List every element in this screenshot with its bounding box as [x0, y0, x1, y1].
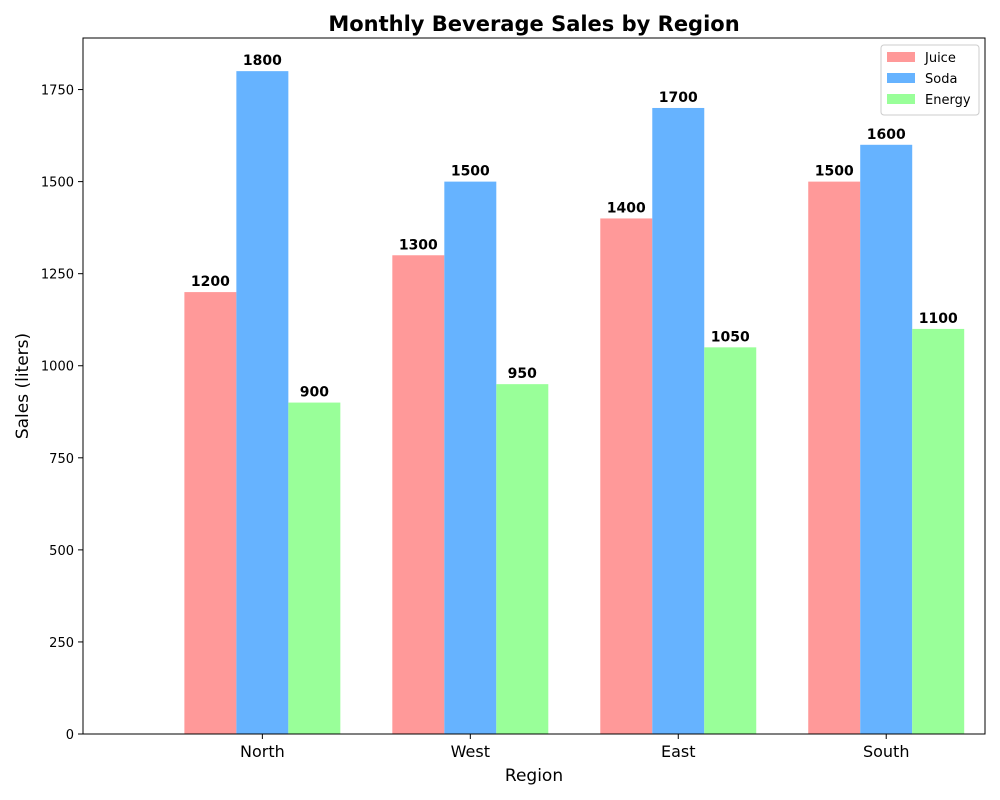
x-tick-label: South: [863, 742, 910, 761]
bar-soda-west: [444, 181, 497, 735]
data-label: 1100: [919, 311, 958, 327]
x-tick-label: East: [661, 742, 696, 761]
legend-label: Juice: [924, 51, 956, 66]
data-label: 1300: [399, 237, 438, 253]
bars-layer: [184, 71, 965, 735]
bar-soda-east: [652, 107, 705, 734]
data-label: 1800: [243, 53, 282, 69]
legend-swatch: [887, 94, 915, 104]
plot-frame: [82, 37, 986, 735]
data-label: 950: [508, 366, 537, 382]
data-label: 1700: [659, 90, 698, 106]
chart-title: Monthly Beverage Sales by Region: [328, 12, 739, 36]
x-tick-label: North: [240, 742, 285, 761]
y-axis-label: Sales (liters): [13, 333, 33, 439]
y-tick-label: 750: [49, 452, 74, 467]
y-tick-label: 1000: [41, 360, 74, 375]
bar-energy-east: [704, 347, 757, 734]
bar-juice-east: [600, 218, 653, 734]
data-label: 1600: [867, 127, 906, 143]
data-label: 1500: [815, 164, 854, 180]
y-tick-label: 1750: [41, 84, 74, 99]
x-tick-label: West: [451, 742, 490, 761]
bar-juice-north: [184, 292, 237, 734]
bar-soda-north: [236, 71, 289, 734]
y-tick-label: 250: [49, 636, 74, 651]
bar-energy-west: [496, 384, 549, 734]
data-label: 1500: [451, 164, 490, 180]
bar-energy-north: [288, 402, 341, 734]
data-label: 1200: [191, 274, 230, 290]
data-label: 1050: [711, 329, 750, 345]
legend: Juice Soda Energy: [880, 44, 980, 116]
x-axis: North West East South: [240, 734, 909, 761]
legend-label: Soda: [925, 72, 957, 87]
legend-swatch: [887, 73, 915, 83]
legend-swatch: [887, 52, 915, 62]
bar-juice-west: [392, 255, 445, 734]
data-label: 900: [300, 385, 329, 401]
bar-soda-south: [860, 144, 913, 735]
y-tick-label: 1500: [41, 176, 74, 191]
x-axis-label: Region: [505, 766, 563, 786]
y-axis: 0 250 500 750 1000 1250 1500 1750: [41, 84, 83, 743]
bar-juice-south: [808, 181, 861, 735]
data-label: 1400: [607, 200, 646, 216]
data-labels-layer: 1200 1300 1400 1500 1800 1500 1700 1600 900 950 10…: [191, 53, 958, 400]
y-tick-label: 0: [66, 728, 74, 743]
legend-label: Energy: [925, 93, 971, 108]
y-tick-label: 500: [49, 544, 74, 559]
y-tick-label: 1250: [41, 268, 74, 283]
bar-energy-south: [912, 328, 965, 734]
